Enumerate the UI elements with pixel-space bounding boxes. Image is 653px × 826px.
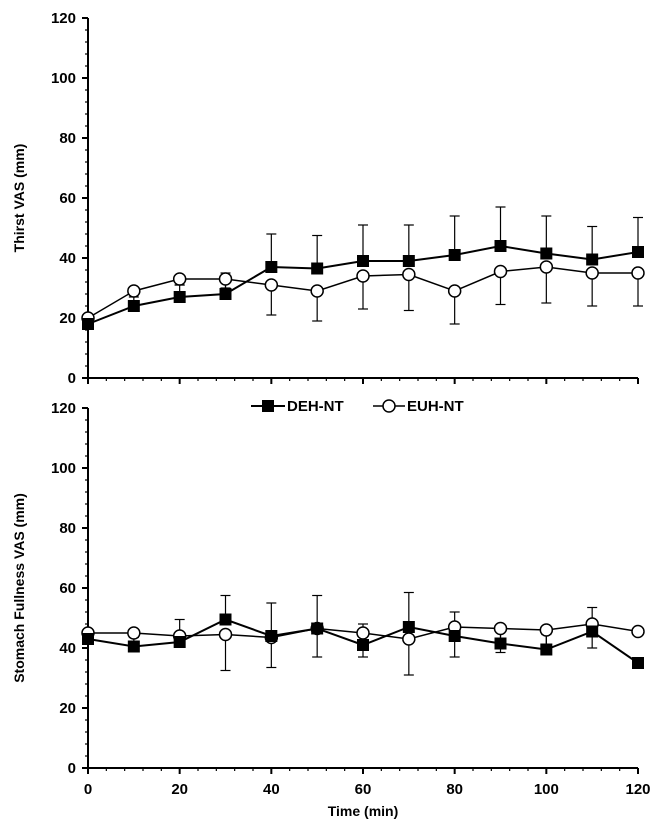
- deh-nt-point: [494, 240, 507, 252]
- y-tick-label: 40: [59, 250, 76, 267]
- x-axis-title: Time (min): [328, 803, 399, 819]
- y-tick-label: 40: [59, 640, 76, 657]
- legend-euh-marker: [382, 399, 396, 413]
- deh-nt-point: [357, 639, 369, 651]
- euh-nt-point: [218, 272, 233, 286]
- deh-nt-point: [265, 630, 278, 642]
- y-tick-label: 120: [51, 400, 76, 417]
- thirst-panel: 0 20 40 60 80 100 120 Thirst VAS (mm): [11, 10, 645, 387]
- euh-nt-point: [127, 626, 141, 640]
- legend-deh-marker: [262, 400, 274, 412]
- euh-nt-point: [264, 278, 279, 292]
- deh-nt-point: [632, 657, 644, 669]
- y-tick-label: 60: [59, 190, 76, 207]
- y-tick-label: 100: [51, 70, 76, 87]
- euh-nt-point: [356, 269, 370, 283]
- euh-nt-point: [356, 626, 370, 640]
- y-tick-label: 0: [68, 760, 76, 777]
- deh-nt-point: [540, 247, 553, 260]
- x-tick-label: 100: [534, 781, 559, 798]
- deh-nt-point: [82, 633, 94, 645]
- deh-nt-point: [173, 291, 186, 303]
- euh-nt-point: [310, 284, 324, 298]
- legend-deh-label: DEH-NT: [287, 398, 344, 415]
- legend: DEH-NT EUH-NT: [251, 398, 464, 415]
- y-tick-label: 120: [51, 10, 76, 27]
- deh-nt-point: [357, 255, 369, 267]
- euh-nt-point: [172, 272, 187, 286]
- x-tick-label: 0: [84, 781, 92, 798]
- euh-nt-point: [539, 623, 554, 637]
- euh-nt-point: [539, 260, 554, 274]
- x-tick-label: 60: [355, 781, 372, 798]
- y-axis-title: Stomach Fullness VAS (mm): [11, 493, 27, 683]
- deh-nt-point: [311, 622, 324, 635]
- deh-nt-point: [311, 262, 324, 275]
- y-tick-label: 80: [59, 520, 76, 537]
- deh-nt-point: [127, 300, 140, 312]
- deh-nt-point: [402, 255, 415, 267]
- y-axis-title: Thirst VAS (mm): [11, 144, 27, 253]
- euh-nt-point: [585, 266, 599, 280]
- y-tick-label: 20: [59, 700, 76, 717]
- euh-nt-point: [402, 632, 416, 646]
- legend-euh-label: EUH-NT: [407, 398, 464, 415]
- euh-nt-point: [493, 621, 508, 636]
- deh-nt-point: [448, 249, 461, 261]
- y-tick-label: 20: [59, 310, 76, 327]
- deh-nt-point: [82, 318, 94, 330]
- y-tick-label: 100: [51, 460, 76, 477]
- y-tick-label: 60: [59, 580, 76, 597]
- deh-nt-point: [632, 246, 644, 258]
- deh-nt-point: [127, 640, 140, 653]
- euh-nt-point: [631, 624, 645, 639]
- deh-nt-point: [586, 253, 599, 266]
- deh-nt-point: [586, 625, 599, 638]
- euh-nt-point: [447, 284, 462, 298]
- deh-nt-point: [448, 630, 461, 642]
- y-tick-label: 0: [68, 370, 76, 387]
- deh-nt-point: [265, 261, 278, 273]
- y-tick-label: 80: [59, 130, 76, 147]
- deh-nt-point: [402, 621, 415, 633]
- deh-nt-point: [494, 637, 507, 650]
- deh-nt-point: [173, 636, 186, 648]
- x-tick-label: 20: [171, 781, 188, 798]
- euh-nt-point: [402, 267, 416, 282]
- euh-nt-point: [127, 284, 141, 298]
- x-tick-label: 80: [446, 781, 463, 798]
- deh-nt-point: [219, 613, 232, 626]
- euh-nt-point: [631, 266, 645, 280]
- x-tick-label: 40: [263, 781, 280, 798]
- euh-nt-point: [493, 264, 508, 279]
- deh-nt-point: [540, 643, 553, 656]
- euh-nt-point: [218, 627, 233, 642]
- stomach-fullness-panel: 0 20 40 60 80 100 120 0 20 40 60 80 100 120 Stomach Fu…: [11, 400, 651, 819]
- deh-nt-point: [219, 288, 232, 300]
- x-tick-label: 120: [625, 781, 650, 798]
